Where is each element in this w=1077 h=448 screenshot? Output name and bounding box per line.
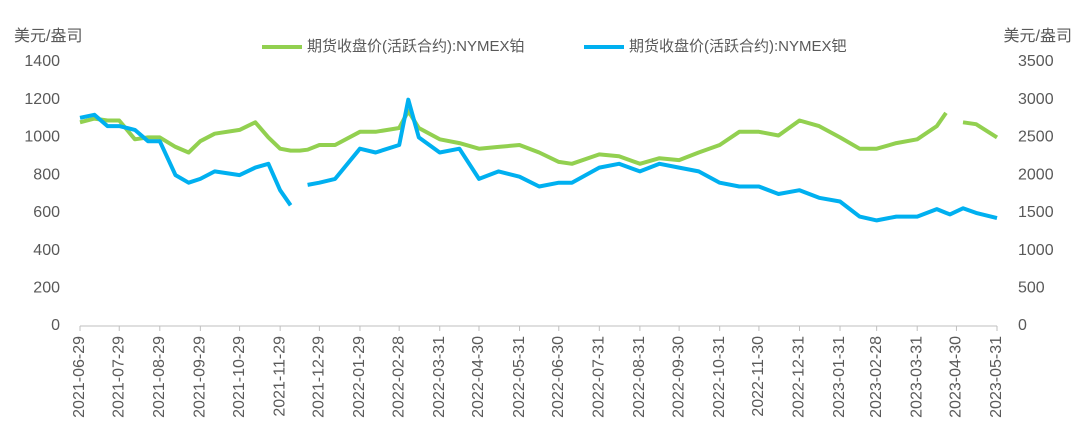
x-tick-label: 2022-08-31: [631, 336, 648, 418]
x-tick-label: 2022-12-31: [791, 336, 808, 418]
x-tick-label: 2023-01-31: [831, 336, 848, 418]
x-tick-label: 2022-03-31: [431, 336, 448, 418]
x-tick-label: 2023-02-28: [868, 336, 885, 418]
x-tick-label: 2021-10-29: [231, 336, 248, 418]
x-tick-label: 2021-09-29: [192, 336, 209, 418]
x-tick-label: 2021-12-29: [311, 336, 328, 418]
y-tick-label: 600: [33, 204, 60, 221]
series-line: [79, 109, 999, 166]
y-axis-label: 美元/盎司: [14, 27, 82, 45]
y-tick-label: 400: [33, 242, 60, 259]
x-tick-label: 2023-03-31: [908, 336, 925, 418]
y-tick-label: 1200: [24, 91, 60, 108]
x-tick-label: 2022-05-31: [511, 336, 528, 418]
x-tick-label: 2022-02-28: [390, 336, 407, 418]
y2-tick-label: 2500: [1018, 129, 1054, 146]
legend-label: 期货收盘价(活跃合约):NYMEX铂: [307, 37, 525, 55]
y-tick-label: 1400: [24, 53, 60, 70]
y-tick-label: 800: [33, 166, 60, 183]
x-tick-label: 2022-01-29: [351, 336, 368, 418]
x-tick-label: 2021-06-29: [71, 336, 88, 418]
y2-axis-label: 美元/盎司: [1004, 27, 1072, 45]
y2-tick-label: 1500: [1018, 204, 1054, 221]
y2-tick-label: 500: [1018, 280, 1045, 297]
x-tick-label: 2021-11-29: [271, 336, 288, 417]
x-tick-label: 2022-04-30: [470, 336, 487, 418]
x-tick-label: 2022-10-31: [711, 336, 728, 418]
x-tick-label: 2022-07-31: [591, 336, 608, 418]
y2-tick-label: 1000: [1018, 242, 1054, 259]
y2-tick-label: 2000: [1018, 166, 1054, 183]
y-tick-label: 200: [33, 280, 60, 297]
y-tick-label: 1000: [24, 129, 60, 146]
y-tick-label: 0: [51, 317, 60, 334]
x-tick-label: 2023-05-31: [988, 336, 1005, 418]
x-tick-label: 2022-06-30: [550, 336, 567, 418]
x-tick-label: 2022-09-30: [670, 336, 687, 418]
y2-tick-label: 3500: [1018, 53, 1054, 70]
x-tick-label: 2021-08-29: [151, 336, 168, 418]
y2-tick-label: 3000: [1018, 91, 1054, 108]
series-line: [79, 97, 998, 223]
legend-label: 期货收盘价(活跃合约):NYMEX钯: [629, 37, 847, 55]
x-tick-label: 2021-07-29: [110, 336, 127, 418]
x-tick-label: 2022-11-30: [750, 336, 767, 417]
x-tick-label: 2023-04-30: [948, 336, 965, 418]
y2-tick-label: 0: [1018, 317, 1027, 334]
